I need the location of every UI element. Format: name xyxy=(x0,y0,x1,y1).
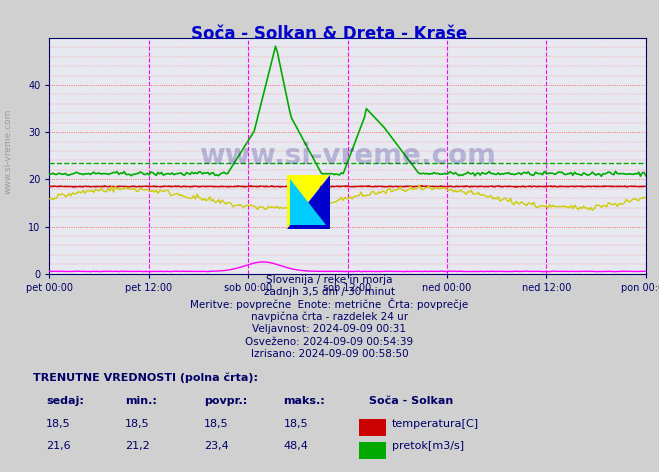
Text: 18,5: 18,5 xyxy=(125,419,150,429)
Text: povpr.:: povpr.: xyxy=(204,396,248,406)
Text: 21,2: 21,2 xyxy=(125,441,150,451)
Text: 21,6: 21,6 xyxy=(46,441,71,451)
Text: 23,4: 23,4 xyxy=(204,441,229,451)
Text: 18,5: 18,5 xyxy=(46,419,71,429)
Text: Soča - Solkan & Dreta - Kraše: Soča - Solkan & Dreta - Kraše xyxy=(191,25,468,42)
Text: zadnjh 3,5 dni / 30 minut: zadnjh 3,5 dni / 30 minut xyxy=(264,287,395,297)
Polygon shape xyxy=(287,175,330,229)
Text: Slovenija / reke in morja: Slovenija / reke in morja xyxy=(266,275,393,285)
Text: 18,5: 18,5 xyxy=(204,419,229,429)
Polygon shape xyxy=(287,175,330,229)
Text: Veljavnost: 2024-09-09 00:31: Veljavnost: 2024-09-09 00:31 xyxy=(252,324,407,334)
Text: Soča - Solkan: Soča - Solkan xyxy=(369,396,453,406)
Polygon shape xyxy=(290,179,326,225)
Text: 18,5: 18,5 xyxy=(283,419,308,429)
Text: www.si-vreme.com: www.si-vreme.com xyxy=(4,109,13,194)
Text: 48,4: 48,4 xyxy=(283,441,308,451)
Bar xyxy=(359,419,386,436)
Text: Izrisano: 2024-09-09 00:58:50: Izrisano: 2024-09-09 00:58:50 xyxy=(250,349,409,359)
Text: min.:: min.: xyxy=(125,396,157,406)
Text: www.si-vreme.com: www.si-vreme.com xyxy=(199,142,496,170)
Text: Osveženo: 2024-09-09 00:54:39: Osveženo: 2024-09-09 00:54:39 xyxy=(245,337,414,346)
Text: TRENUTNE VREDNOSTI (polna črta):: TRENUTNE VREDNOSTI (polna črta): xyxy=(33,373,258,383)
Text: pretok[m3/s]: pretok[m3/s] xyxy=(392,441,464,451)
Text: maks.:: maks.: xyxy=(283,396,325,406)
Text: temperatura[C]: temperatura[C] xyxy=(392,419,479,429)
Bar xyxy=(359,442,386,459)
Text: Meritve: povprečne  Enote: metrične  Črta: povprečje: Meritve: povprečne Enote: metrične Črta:… xyxy=(190,298,469,310)
Text: sedaj:: sedaj: xyxy=(46,396,84,406)
Text: navpična črta - razdelek 24 ur: navpična črta - razdelek 24 ur xyxy=(251,312,408,322)
